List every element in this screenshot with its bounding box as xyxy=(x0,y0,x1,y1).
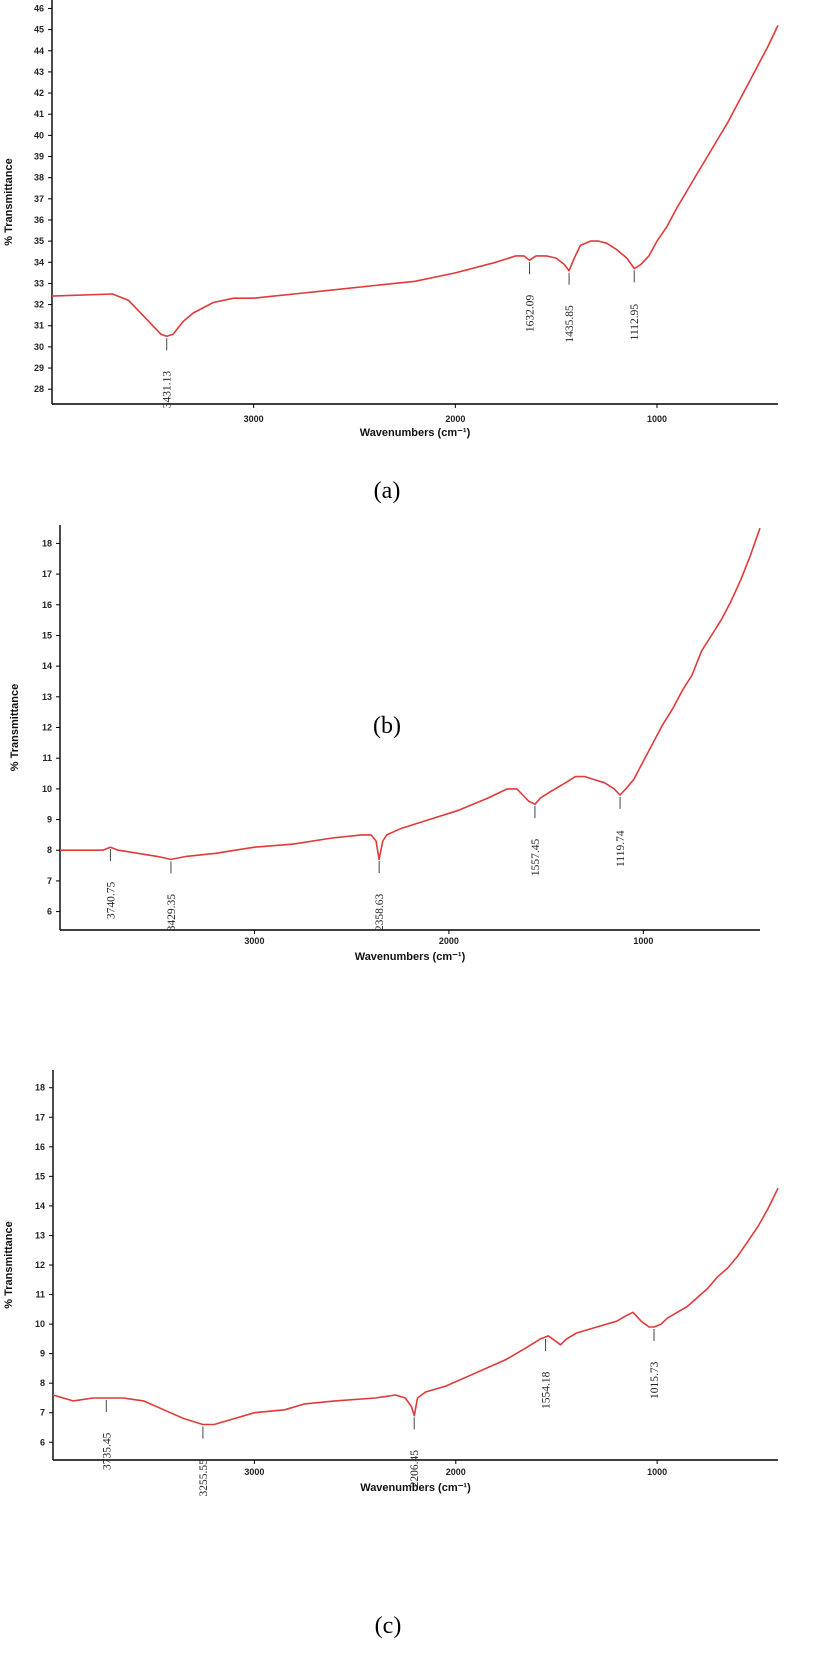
y-tick-label: 39 xyxy=(34,152,44,162)
y-tick-label: 9 xyxy=(40,1349,45,1359)
y-tick-label: 11 xyxy=(42,753,52,763)
y-tick-label: 42 xyxy=(34,88,44,98)
peak-label: 2358.63 xyxy=(374,893,386,931)
y-tick-label: 16 xyxy=(42,600,52,610)
x-tick-label: 2000 xyxy=(446,1467,466,1477)
y-tick-label: 46 xyxy=(34,3,44,13)
x-tick-label: 3000 xyxy=(244,1467,264,1477)
y-tick-label: 35 xyxy=(34,236,44,246)
y-tick-label: 14 xyxy=(35,1201,45,1211)
y-tick-label: 37 xyxy=(34,194,44,204)
peak-label: 3735.45 xyxy=(101,1432,113,1470)
y-tick-label: 31 xyxy=(34,321,44,331)
y-tick-label: 38 xyxy=(34,173,44,183)
y-axis-title: % Transmittance xyxy=(9,684,21,771)
peak-label: 3740.75 xyxy=(105,882,117,920)
x-axis-title: Wavenumbers (cm⁻¹) xyxy=(360,427,471,439)
y-tick-label: 7 xyxy=(40,1408,45,1418)
y-tick-label: 43 xyxy=(34,67,44,77)
y-tick-label: 12 xyxy=(35,1260,45,1270)
ftir-panel-a: 28 29 30 31 32 33 34 35 36 37 38 39 40 41 42 43 44 45 46 30… xyxy=(0,0,826,520)
x-axis-title: Wavenumbers (cm⁻¹) xyxy=(360,1482,471,1494)
x-tick-label: 1000 xyxy=(647,414,667,424)
y-tick-label: 28 xyxy=(34,384,44,394)
y-tick-label: 40 xyxy=(34,130,44,140)
y-tick-label: 13 xyxy=(42,692,52,702)
panel-caption: (b) xyxy=(373,713,401,739)
y-tick-label: 15 xyxy=(35,1171,45,1181)
y-tick-label: 8 xyxy=(40,1378,45,1388)
ftir-chart-b: 6 7 8 9 10 11 12 13 14 15 16 17 18 3000 2000 1000 % Tran… xyxy=(9,525,761,963)
y-tick-label: 34 xyxy=(34,257,44,267)
peak-label: 2206.45 xyxy=(409,1450,421,1488)
peak-label: 1557.45 xyxy=(530,839,542,877)
ftir-panel-b: 6 7 8 9 10 11 12 13 14 15 16 17 18 3000 2000 1000 % Tran… xyxy=(0,520,826,1065)
y-tick-label: 45 xyxy=(34,25,44,35)
peak-label: 1015.73 xyxy=(649,1361,661,1399)
spectrum-line xyxy=(52,1187,779,1426)
y-tick-label: 8 xyxy=(47,845,52,855)
ftir-chart-c: 6 7 8 9 10 11 12 13 14 15 16 17 18 3000 2000 1000 % Tran… xyxy=(3,1070,779,1639)
y-tick-label: 6 xyxy=(47,907,52,917)
x-tick-label: 1000 xyxy=(633,936,653,946)
y-axis-title: % Transmittance xyxy=(3,1221,15,1308)
y-tick-label: 14 xyxy=(42,661,52,671)
panel-caption: (a) xyxy=(374,478,401,504)
y-tick-label: 15 xyxy=(42,630,52,640)
y-tick-label: 9 xyxy=(47,815,52,825)
x-tick-label: 2000 xyxy=(439,936,459,946)
x-tick-label: 1000 xyxy=(647,1467,667,1477)
y-axis-title: % Transmittance xyxy=(3,158,15,245)
peak-label: 1632.09 xyxy=(525,295,537,333)
y-tick-label: 36 xyxy=(34,215,44,225)
peak-label: 3255.55 xyxy=(198,1459,210,1497)
y-tick-label: 10 xyxy=(42,784,52,794)
y-tick-label: 41 xyxy=(34,109,44,119)
y-tick-label: 18 xyxy=(35,1083,45,1093)
spectrum-line xyxy=(51,25,779,338)
y-tick-label: 7 xyxy=(47,876,52,886)
x-tick-label: 2000 xyxy=(445,414,465,424)
ftir-chart-a: 28 29 30 31 32 33 34 35 36 37 38 39 40 41 42 43 44 45 46 30… xyxy=(3,0,779,504)
y-tick-label: 44 xyxy=(34,46,44,56)
y-tick-label: 16 xyxy=(35,1142,45,1152)
y-tick-label: 33 xyxy=(34,278,44,288)
y-tick-label: 17 xyxy=(42,569,52,579)
x-tick-label: 3000 xyxy=(244,936,264,946)
y-tick-label: 10 xyxy=(35,1319,45,1329)
y-tick-label: 13 xyxy=(35,1230,45,1240)
peak-label: 1435.85 xyxy=(564,305,576,343)
y-tick-label: 17 xyxy=(35,1112,45,1122)
y-tick-label: 30 xyxy=(34,342,44,352)
y-tick-label: 29 xyxy=(34,363,44,373)
x-axis-title: Wavenumbers (cm⁻¹) xyxy=(355,951,466,963)
y-tick-label: 12 xyxy=(42,723,52,733)
y-tick-label: 11 xyxy=(35,1290,45,1300)
peak-label: 3429.35 xyxy=(166,894,178,932)
y-tick-label: 18 xyxy=(42,538,52,548)
y-tick-label: 6 xyxy=(40,1437,45,1447)
peak-label: 1119.74 xyxy=(615,830,627,867)
y-tick-label: 32 xyxy=(34,300,44,310)
panel-caption: (c) xyxy=(375,1613,402,1639)
peak-label: 3431.13 xyxy=(162,371,174,409)
spectrum-line xyxy=(60,527,761,861)
x-tick-label: 3000 xyxy=(244,414,264,424)
peak-label: 1554.18 xyxy=(541,1371,553,1409)
peak-label: 1112.95 xyxy=(629,304,641,341)
ftir-panel-c: 6 7 8 9 10 11 12 13 14 15 16 17 18 3000 2000 1000 % Tran… xyxy=(0,1065,826,1662)
